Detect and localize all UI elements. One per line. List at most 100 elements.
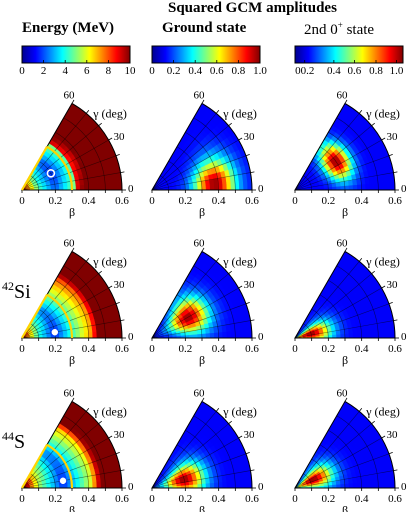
grid-ray [294, 411, 360, 489]
beta-tick-label: 0.4 [82, 493, 96, 505]
heatmap-cell [373, 480, 379, 489]
grid-ray [151, 287, 239, 339]
beta-tick-label: 0.4 [355, 195, 369, 207]
gamma-tick-label: 0 [128, 481, 134, 493]
heatmap-cell [234, 330, 240, 339]
heatmap-cell [96, 182, 102, 191]
gamma-tick [381, 435, 386, 439]
gamma-axis-label: γ (deg) [365, 106, 400, 120]
heatmap-cell [79, 332, 85, 339]
heatmap-cell [213, 183, 220, 191]
beta-axis-label: β [342, 353, 348, 367]
beta-tick-label: 0 [292, 343, 298, 355]
gamma-tick [120, 171, 125, 173]
yellow-contour-edge [21, 146, 48, 191]
colorbar-tick-label: 0.8 [232, 65, 246, 77]
beta-tick-label: 0 [149, 493, 155, 505]
colorbar-1: 0 2 4 6 8 10 [19, 45, 136, 77]
gamma-tick [371, 122, 375, 127]
heatmap-cell [218, 331, 224, 339]
beta-tick-label: 0.2 [48, 195, 62, 207]
grid-ray [294, 437, 382, 489]
colorbar-3: 00.2 0.4 0.6 0.8 1.0 [294, 45, 404, 77]
heatmap-cell [100, 182, 106, 191]
colorbar-tick-label: 0.4 [327, 65, 341, 77]
heatmap-cell [88, 331, 94, 339]
gamma-tick [344, 397, 348, 402]
gamma-tick [381, 137, 386, 141]
beta-tick-label: 0.2 [321, 343, 335, 355]
colorbar-3-gradient [294, 45, 404, 64]
heatmap-cell [75, 332, 81, 339]
heatmap-cell [209, 482, 215, 489]
heatmap-cell [205, 332, 211, 339]
panel-outline [21, 250, 123, 339]
gamma-tick [388, 302, 393, 305]
grid-ray [151, 411, 217, 489]
heatmap-cell [112, 479, 119, 489]
nucleus-label: 44S [2, 429, 25, 453]
minimum-marker [51, 328, 59, 336]
colorbar-tick-label: 0 [149, 65, 155, 77]
heatmap-cell [83, 183, 90, 191]
gamma-tick-label: 0 [401, 183, 407, 195]
heatmap-cell [361, 481, 367, 489]
grid-ray [151, 320, 251, 339]
gamma-tick [98, 270, 102, 275]
beta-tick-label: 0.6 [245, 195, 259, 207]
heatmap-cell [108, 329, 115, 339]
nucleus-element: S [14, 431, 25, 453]
gamma-tick [201, 99, 205, 104]
polar-grid [294, 261, 394, 339]
polar-panel-r2-c2: 0 0.2 0.4 0.6 β 0 30 60 γ (deg) [149, 237, 264, 367]
beta-axis-label: β [69, 353, 75, 367]
beta-tick-label: 0 [19, 343, 25, 355]
gamma-tick [228, 122, 232, 127]
nucleus-element: Si [14, 281, 31, 303]
gamma-tick [201, 397, 205, 402]
heatmap-cell [365, 183, 371, 191]
gamma-tick-label: 0 [128, 183, 134, 195]
nucleus-mass: 42 [2, 279, 14, 293]
gamma-tick [71, 247, 75, 252]
gamma-tick [115, 154, 120, 157]
beta-tick-label: 0 [149, 343, 155, 355]
gamma-axis-label: γ (deg) [92, 404, 127, 418]
gamma-tick-label: 30 [244, 131, 256, 143]
heatmap-cell [197, 333, 203, 339]
grid-ray [151, 261, 217, 339]
heatmap-cells [21, 400, 123, 489]
gamma-axis-label: γ (deg) [222, 404, 257, 418]
grid-ray [151, 155, 247, 191]
beta-axis-label: β [342, 503, 348, 512]
colorbar-tick-label: 00.2 [295, 65, 314, 77]
heatmap-cell [201, 332, 207, 339]
gamma-tick [201, 247, 205, 252]
colorbar-tick-label: 0.8 [369, 65, 383, 77]
minimum-marker [46, 169, 56, 178]
heatmap-cell [242, 181, 249, 191]
gamma-tick-label: 60 [194, 89, 206, 101]
heatmap-cell [369, 182, 375, 191]
gamma-tick [250, 469, 255, 471]
beta-axis-label: β [199, 205, 205, 219]
heatmap-cell [369, 480, 375, 489]
heatmap-cell [92, 183, 98, 191]
gamma-tick-label: 0 [401, 481, 407, 493]
gamma-tick-label: 30 [387, 429, 399, 441]
panel-outline [151, 102, 253, 191]
heatmap-cell [365, 331, 371, 339]
heatmap-cell [205, 184, 211, 191]
heatmap-cell [108, 181, 115, 191]
beta-axis-label: β [199, 353, 205, 367]
colorbar-2-gradient [151, 45, 261, 64]
beta-tick-label: 0.6 [388, 343, 402, 355]
beta-tick-label: 0.6 [245, 493, 259, 505]
col3-title-main: 2nd 0 [304, 22, 338, 38]
panel-outline [294, 400, 396, 489]
beta-tick-label: 0.4 [355, 343, 369, 355]
heatmap-cell [377, 330, 383, 339]
col1-title: Energy (MeV) [22, 20, 115, 36]
heatmap-cell [348, 184, 354, 191]
gamma-axis-label: γ (deg) [92, 254, 127, 268]
